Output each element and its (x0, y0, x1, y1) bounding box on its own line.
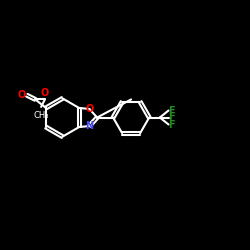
Text: CH₃: CH₃ (33, 111, 49, 120)
Text: O: O (17, 90, 25, 100)
Text: F: F (168, 120, 175, 130)
Text: N: N (85, 121, 94, 131)
Text: F: F (168, 112, 175, 122)
Text: O: O (85, 104, 94, 114)
Text: F: F (168, 106, 175, 116)
Text: O: O (41, 88, 49, 98)
